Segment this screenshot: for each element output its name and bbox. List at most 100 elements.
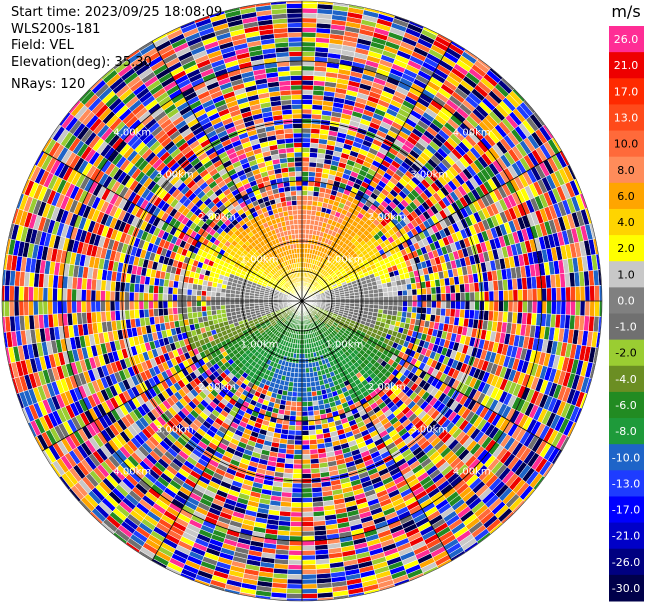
ppi-gate [301,530,315,537]
ppi-gate [301,228,307,235]
ppi-gate [286,583,303,590]
ppi-gate [309,156,318,163]
ppi-gate [488,290,495,302]
ppi-gate [301,195,308,201]
ppi-gate [305,219,311,225]
ppi-gate [293,458,303,465]
ppi-gate [306,214,312,221]
ppi-gate [589,300,596,317]
ppi-gate [373,300,380,306]
ppi-gate [291,497,303,503]
ppi-gate [293,454,303,460]
ppi-gate [295,420,303,427]
ppi-gate [364,297,370,302]
ppi-gate [305,377,311,383]
ppi-gate [310,386,317,392]
ppi-gate [301,55,316,62]
ppi-gate [527,300,533,314]
ppi-gate [301,147,311,153]
ppi-gate [308,429,317,436]
ppi-gate [406,306,413,313]
ppi-gate [301,410,309,417]
ppi-gate [289,521,303,527]
ppi-gate [372,288,379,294]
ppi-gate [383,296,389,302]
ppi-gate [301,511,314,518]
ppi-gate [286,439,295,446]
ppi-gate [309,376,316,383]
ppi-gate [305,362,310,369]
ppi-gate [584,300,591,317]
ppi-gate [301,449,311,455]
ppi-gate [411,294,418,302]
ppi-gate [307,185,315,192]
ppi-gate [425,307,432,315]
ppi-gate [503,300,509,313]
ppi-gate [301,458,311,465]
ppi-gate [435,286,442,295]
ppi-gate [512,300,519,313]
ppi-gate [378,300,384,306]
ppi-gate [301,75,315,81]
ppi-gate [289,415,297,422]
ppi-gate [387,305,394,311]
ppi-gate [503,289,509,302]
ppi-gate [309,371,315,378]
ppi-gate [301,219,307,225]
ppi-gate [301,180,309,187]
ppi-gate [306,209,312,216]
ppi-gate [301,578,318,585]
ppi-gate [311,395,319,402]
ppi-gate [301,377,307,383]
ppi-gate [349,297,356,302]
ppi-gate [301,550,316,556]
ppi-gate [309,152,318,159]
ppi-gate [310,381,316,388]
ppi-gate [295,406,303,412]
ppi-gate [301,137,311,144]
ppi-gate [301,593,318,599]
ppi-gate [307,195,314,202]
ppi-gate [579,285,586,302]
ppi-gate [294,434,303,441]
ppi-gate [301,387,308,393]
ppi-gate [301,569,317,575]
ppi-gate [296,391,303,398]
ppi-gate [287,429,296,436]
ppi-gate [435,300,442,309]
ppi-gate [445,300,452,310]
ppi-gate [291,396,298,402]
ppi-gate [306,204,313,211]
ppi-gate [469,291,476,302]
ppi-gate [397,295,404,302]
ppi-gate [401,306,408,313]
ppi-gate [440,293,447,302]
ppi-gate [288,554,303,561]
ppi-gate [402,300,408,307]
ppi-gate [444,308,451,317]
ppi-gate [307,405,314,412]
ppi-gate [589,285,596,302]
ppi-gate [411,288,418,296]
ppi-gate [301,559,317,566]
ppi-gate [287,573,303,580]
ppi-gate [469,300,476,311]
ppi-gate [301,65,315,72]
ppi-gate [301,439,310,446]
ppi-gate [301,12,318,19]
ppi-gate [354,300,360,305]
ppi-gate [411,300,418,308]
ppi-gate [407,294,413,302]
ppi-gate [301,434,310,441]
ppi-gate [290,506,303,513]
ppi-gate [392,290,399,297]
ppi-gate [301,521,315,527]
ppi-gate [378,292,384,298]
ppi-gate [488,300,495,312]
ppi-gate [301,367,307,374]
ppi-gate [289,410,297,417]
ppi-gate [493,290,500,302]
ppi-gate [301,573,317,580]
ppi-gate [455,300,461,310]
ppi-gate [301,171,310,177]
